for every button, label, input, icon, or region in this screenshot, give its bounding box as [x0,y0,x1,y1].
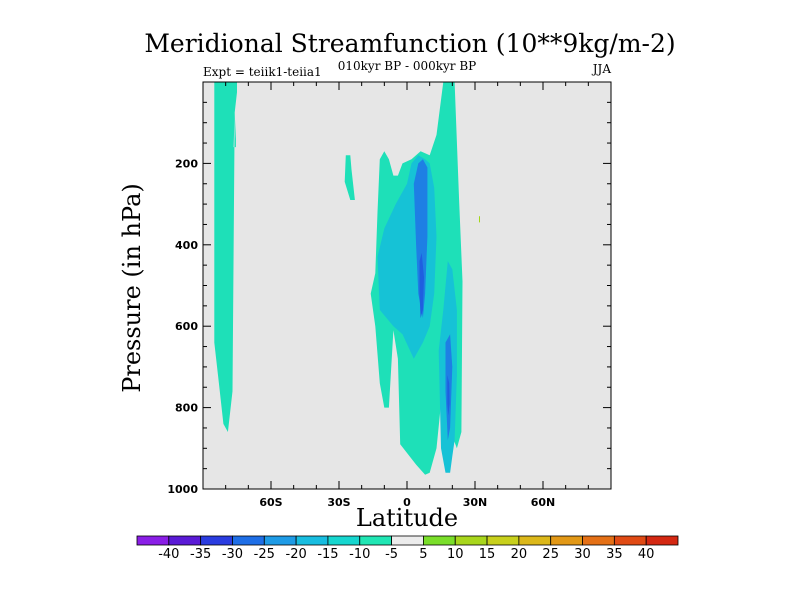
contour-region-1 [344,155,355,200]
colorbar-swatch [645,535,679,546]
y-tick-label: 400 [175,239,198,252]
colorbar-label: -35 [190,547,211,562]
colorbar-label: -40 [158,547,179,562]
x-tick-label: 60N [531,496,556,509]
colorbar-label: 15 [479,547,496,562]
x-axis: 60S 30S 0 30N 60N [202,82,612,509]
contour-region-0 [214,82,237,432]
y-axis-label: Pressure (in hPa) [118,183,146,393]
colorbar-label: -20 [286,547,307,562]
colorbar-label: 20 [511,547,528,562]
colorbar-label: -10 [349,547,370,562]
colorbar-swatch [518,535,552,546]
colorbar-label: -25 [254,547,275,562]
left-label: Expt = teiik1-teiia1 [203,65,322,79]
x-tick-label: 30N [463,496,488,509]
colorbar-label: 25 [542,547,559,562]
center-label: 010kyr BP - 000kyr BP [338,59,476,73]
colorbar-swatch [200,535,233,546]
colorbar-swatch [136,535,170,546]
colorbar-label: 30 [574,547,591,562]
colorbar-label: -5 [385,547,398,562]
colorbar-label: 35 [606,547,623,562]
colorbar: -40 -35 -30 -25 -20 -15 -10 -5 5 10 15 20 25 30 35 40 [136,535,679,562]
y-tick-label: 600 [175,320,198,333]
colorbar-swatch [454,535,488,546]
colorbar-label: 40 [638,547,655,562]
x-tick-label: 60S [259,496,282,509]
colorbar-swatch [423,535,456,546]
colorbar-swatch [168,535,202,546]
chart-title: Meridional Streamfunction (10**9kg/m-2) [144,29,675,58]
colorbar-label: -15 [317,547,338,562]
y-axis: 200 400 600 800 1000 [167,101,611,496]
colorbar-swatch [327,535,361,546]
contour-region-8 [447,375,450,416]
colorbar-swatch [550,535,583,546]
contour-region-9 [479,216,480,223]
colorbar-swatch [263,535,297,546]
x-tick-label: 30S [327,496,350,509]
contour-region-5 [413,159,428,319]
right-label: JJA [591,62,612,76]
y-tick-label: 800 [175,402,198,415]
y-tick-label: 1000 [167,483,198,496]
x-tick-label: 0 [403,496,411,509]
colorbar-swatch [359,535,392,546]
colorbar-swatch [582,535,615,546]
colorbar-swatch [486,535,520,546]
colorbar-swatch [295,535,329,546]
contour-region-7 [419,252,424,319]
y-tick-label: 200 [175,157,198,170]
colorbar-swatch [232,535,265,546]
colorbar-label: 10 [447,547,464,562]
colorbar-label: -30 [222,547,243,562]
x-axis-label: Latitude [356,504,458,532]
plot-area [202,81,612,490]
colorbar-label: 5 [419,547,427,562]
colorbar-swatch [613,535,647,546]
colorbar-swatch [391,535,424,546]
